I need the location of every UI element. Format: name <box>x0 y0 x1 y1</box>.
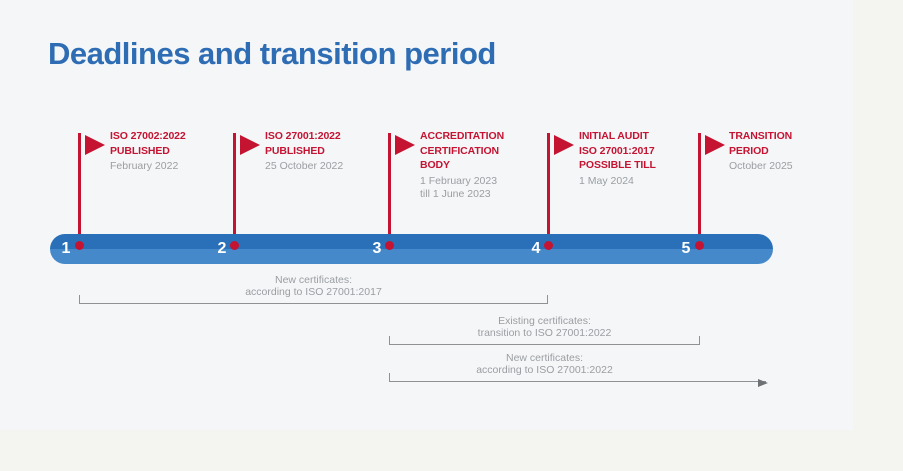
milestone-title: ISO 27001:2022 PUBLISHED <box>265 130 341 157</box>
page-title: Deadlines and transition period <box>48 36 496 71</box>
milestone-title: ACCREDITATION CERTIFICATION BODY <box>420 130 505 171</box>
milestone-number: 4 <box>531 240 541 257</box>
flag-anchor-dot <box>695 241 704 250</box>
flag-icon <box>698 133 728 253</box>
milestone-number: 3 <box>372 240 382 257</box>
span-tick-left <box>389 373 390 382</box>
span-new-certificates-27001-2017: New certificates: according to ISO 27001… <box>79 274 548 304</box>
milestone-2: ISO 27001:2022 PUBLISHED 25 October 2022 <box>265 129 405 173</box>
span-existing-certificates-transition: Existing certificates: transition to ISO… <box>389 315 700 345</box>
span-label: Existing certificates: transition to ISO… <box>477 315 612 339</box>
span-tick-right <box>547 295 548 304</box>
span-new-certificates-27001-2022: New certificates: according to ISO 27001… <box>389 352 768 387</box>
flag-pole <box>388 133 391 250</box>
milestone-date: 1 May 2024 <box>579 174 634 187</box>
flag-pole <box>233 133 236 250</box>
flag-triangle <box>240 135 260 155</box>
flag-triangle <box>395 135 415 155</box>
milestone-4: INITIAL AUDIT ISO 27001:2017 POSSIBLE TI… <box>579 129 719 188</box>
flag-pole <box>547 133 550 250</box>
span-label: New certificates: according to ISO 27001… <box>476 352 613 376</box>
timeline-bar: 1 2 3 4 5 <box>50 234 773 264</box>
span-line <box>389 344 700 345</box>
span-line <box>79 303 548 304</box>
milestone-5: TRANSITION PERIOD October 2025 <box>729 129 869 173</box>
milestone-number: 2 <box>217 240 227 257</box>
milestone-date: 25 October 2022 <box>265 160 344 172</box>
milestone-title: TRANSITION PERIOD <box>729 130 793 157</box>
milestone-date: October 2025 <box>729 160 793 172</box>
span-tick-right <box>699 336 700 345</box>
flag-pole <box>78 133 81 250</box>
milestone-title: ISO 27002:2022 PUBLISHED <box>110 130 186 157</box>
flag-triangle <box>85 135 105 155</box>
flag-anchor-dot <box>230 241 239 250</box>
flag-icon <box>78 133 108 253</box>
milestone-date: 1 February 2023 till 1 June 2023 <box>420 174 498 200</box>
flag-anchor-dot <box>75 241 84 250</box>
milestone-1: ISO 27002:2022 PUBLISHED February 2022 <box>110 129 250 173</box>
flag-icon <box>547 133 577 253</box>
flag-icon <box>388 133 418 253</box>
flag-pole <box>698 133 701 250</box>
span-tick-left <box>79 295 80 304</box>
flag-icon <box>233 133 263 253</box>
span-tick-left <box>389 336 390 345</box>
span-line <box>389 381 766 382</box>
arrow-right-icon <box>758 378 768 387</box>
flag-triangle <box>554 135 574 155</box>
milestone-title: INITIAL AUDIT ISO 27001:2017 POSSIBLE TI… <box>579 130 656 171</box>
flag-triangle <box>705 135 725 155</box>
slide-canvas: Deadlines and transition period ISO 2700… <box>48 36 793 387</box>
milestone-number: 1 <box>61 240 71 257</box>
flag-anchor-dot <box>385 241 394 250</box>
milestone-3: ACCREDITATION CERTIFICATION BODY 1 Febru… <box>420 129 560 201</box>
flag-anchor-dot <box>544 241 553 250</box>
span-label: New certificates: according to ISO 27001… <box>245 274 382 298</box>
milestone-date: February 2022 <box>110 160 179 172</box>
milestone-number: 5 <box>681 240 691 257</box>
